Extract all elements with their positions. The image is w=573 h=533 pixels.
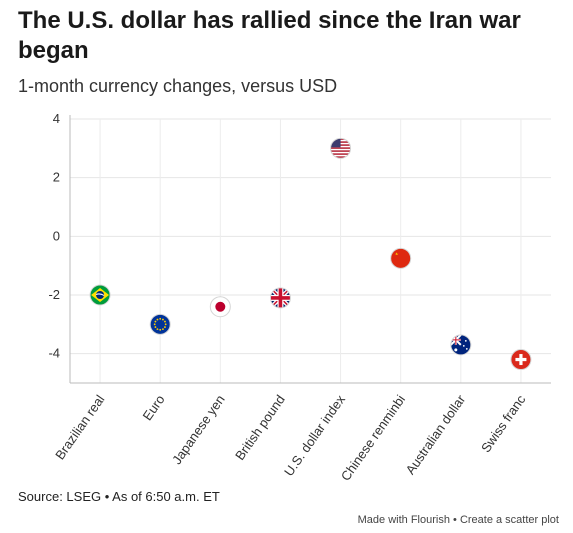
footer-separator: • <box>449 514 460 526</box>
data-point-us[interactable] <box>330 137 352 159</box>
x-tick-label: British pound <box>232 392 288 463</box>
source-note: Source: LSEG • As of 6:50 a.m. ET <box>18 489 220 504</box>
data-point-eu[interactable] <box>149 313 171 335</box>
y-tick-label: 4 <box>53 111 60 126</box>
data-point-japan[interactable] <box>209 296 231 318</box>
x-tick-label: Chinese renminbi <box>338 392 408 484</box>
x-tick-label: Euro <box>140 392 168 423</box>
y-tick-label: 0 <box>53 228 60 243</box>
data-point-switzerland[interactable] <box>510 349 532 371</box>
create-scatter-plot-link[interactable]: Create a scatter plot <box>459 514 559 526</box>
y-tick-label: -4 <box>48 346 60 361</box>
chart-subtitle: 1-month currency changes, versus USD <box>18 76 338 96</box>
y-axis-ticks: 4 2 0 -2 -4 <box>48 111 60 361</box>
data-points <box>89 137 532 371</box>
x-tick-label: Australian dollar <box>403 392 469 478</box>
x-axis-ticks: Brazilian real Euro Japanese yen British po… <box>52 392 529 484</box>
data-point-uk[interactable] <box>269 287 291 309</box>
y-tick-label: -2 <box>48 287 60 302</box>
footer: Made with Flourish • Create a scatter pl… <box>358 514 559 526</box>
data-point-australia[interactable] <box>450 334 472 356</box>
data-point-brazil[interactable] <box>89 284 111 306</box>
made-with-flourish-link[interactable]: Made with Flourish <box>357 514 450 526</box>
chart-title: The U.S. dollar has rallied since the Ir… <box>18 7 521 64</box>
x-tick-label: Brazilian real <box>52 392 107 462</box>
x-tick-label: Swiss franc <box>478 392 529 455</box>
data-point-china[interactable] <box>390 247 412 269</box>
x-tick-label: Japanese yen <box>169 392 228 467</box>
x-tick-label: U.S. dollar index <box>281 392 348 479</box>
y-tick-label: 2 <box>53 170 60 185</box>
gridlines <box>69 115 551 384</box>
